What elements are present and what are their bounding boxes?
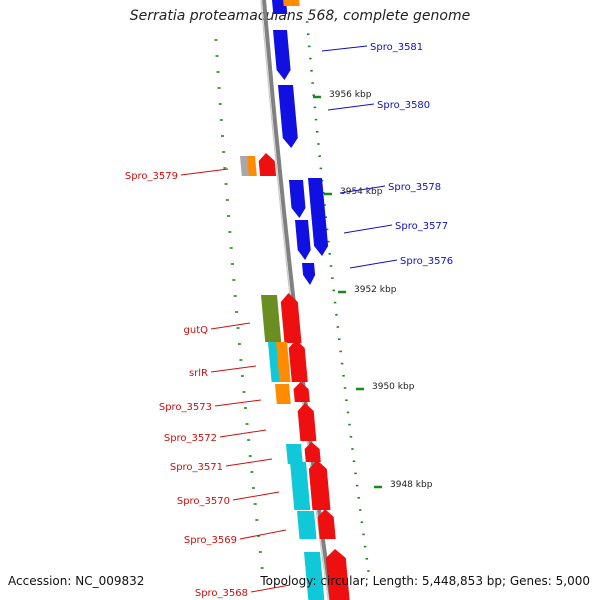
reverse-label-3: Spro_3573 bbox=[159, 402, 212, 413]
reverse-label-2-leader bbox=[210, 365, 257, 373]
forward-label-4: Spro_3576 bbox=[400, 256, 453, 267]
reverse-label-1: gutQ bbox=[184, 325, 209, 336]
topology-text: Topology: circular; Length: 5,448,853 bp… bbox=[260, 574, 590, 588]
reverse-label-2: srlR bbox=[189, 368, 208, 379]
gene-grey bbox=[240, 156, 250, 176]
reverse-label-5-leader bbox=[225, 458, 273, 467]
reverse-label-8: Spro_3568 bbox=[195, 588, 248, 599]
reverse-label-4: Spro_3572 bbox=[164, 433, 217, 444]
reverse-label-4-leader bbox=[219, 429, 267, 438]
reverse-label-6-leader bbox=[232, 491, 280, 501]
gene-spro-3572 bbox=[297, 403, 317, 441]
gene-layer bbox=[240, 0, 350, 600]
gene-spro-3570 bbox=[308, 460, 331, 510]
forward-label-3-leader bbox=[343, 224, 393, 234]
reverse-label-7: Spro_3569 bbox=[184, 535, 237, 546]
reverse-label-6: Spro_3570 bbox=[177, 496, 230, 507]
gene-spro-3571-cyan bbox=[286, 444, 303, 464]
tick-layer: 3956 kbp 3954 kbp 3952 kbp 3950 kbp 3948 kbp bbox=[214, 21, 433, 572]
gene-spro-3581-top bbox=[272, 0, 288, 14]
forward-label-3: Spro_3577 bbox=[395, 221, 448, 232]
scale-label: 3956 kbp bbox=[329, 90, 372, 100]
accession-text: Accession: NC_009832 bbox=[8, 574, 145, 588]
gene-gutq-olive bbox=[261, 295, 282, 342]
gene-srlr bbox=[288, 340, 308, 382]
gene-spro-3570-cyan bbox=[290, 462, 311, 510]
gene-spro-3578a bbox=[289, 180, 306, 218]
gene-spro-3576 bbox=[302, 263, 316, 285]
forward-label-2: Spro_3578 bbox=[388, 182, 441, 193]
reverse-label-8-leader bbox=[250, 584, 291, 593]
gene-spro-3573 bbox=[293, 382, 310, 402]
reverse-label-0: Spro_3579 bbox=[125, 171, 178, 182]
forward-label-4-leader bbox=[349, 259, 398, 269]
reverse-label-1-leader bbox=[210, 322, 251, 330]
scale-label: 3952 kbp bbox=[354, 285, 397, 295]
reverse-label-3-leader bbox=[214, 399, 262, 407]
gene-spro-3580 bbox=[278, 85, 298, 148]
label-layer: Spro_3581 Spro_3580 Spro_3578 Spro_3577 Spro… bbox=[125, 42, 453, 599]
gene-gutq bbox=[280, 293, 302, 343]
gene-orange-top bbox=[283, 0, 300, 6]
forward-label-0: Spro_3581 bbox=[370, 42, 423, 53]
gene-spro-3579 bbox=[258, 153, 277, 176]
gene-spro-3571 bbox=[304, 442, 321, 462]
forward-label-1-leader bbox=[327, 103, 375, 111]
gene-spro-3568-cyan bbox=[304, 552, 325, 600]
reverse-label-0-leader bbox=[180, 168, 229, 176]
forward-label-2-leader bbox=[339, 185, 386, 194]
forward-label-0-leader bbox=[321, 45, 368, 52]
gene-orange-3579 bbox=[247, 156, 257, 176]
gene-spro-3568 bbox=[325, 549, 350, 600]
scale-label: 3948 kbp bbox=[390, 480, 433, 490]
gene-spro-3581 bbox=[273, 30, 291, 80]
gene-spro-3577 bbox=[295, 220, 311, 260]
gene-spro-3573-orange bbox=[275, 384, 291, 404]
gene-spro-3569-cyan bbox=[297, 511, 317, 539]
gene-spro-3569 bbox=[317, 509, 336, 539]
reverse-label-7-leader bbox=[239, 529, 287, 540]
scale-label: 3954 kbp bbox=[340, 187, 383, 197]
forward-label-1: Spro_3580 bbox=[377, 100, 430, 111]
genome-title: Serratia proteamaculans 568, complete ge… bbox=[129, 8, 471, 24]
scale-label: 3950 kbp bbox=[372, 382, 415, 392]
gene-spro-3578 bbox=[308, 178, 329, 256]
gene-srlr-orange bbox=[276, 342, 291, 382]
reverse-label-5: Spro_3571 bbox=[170, 462, 223, 473]
